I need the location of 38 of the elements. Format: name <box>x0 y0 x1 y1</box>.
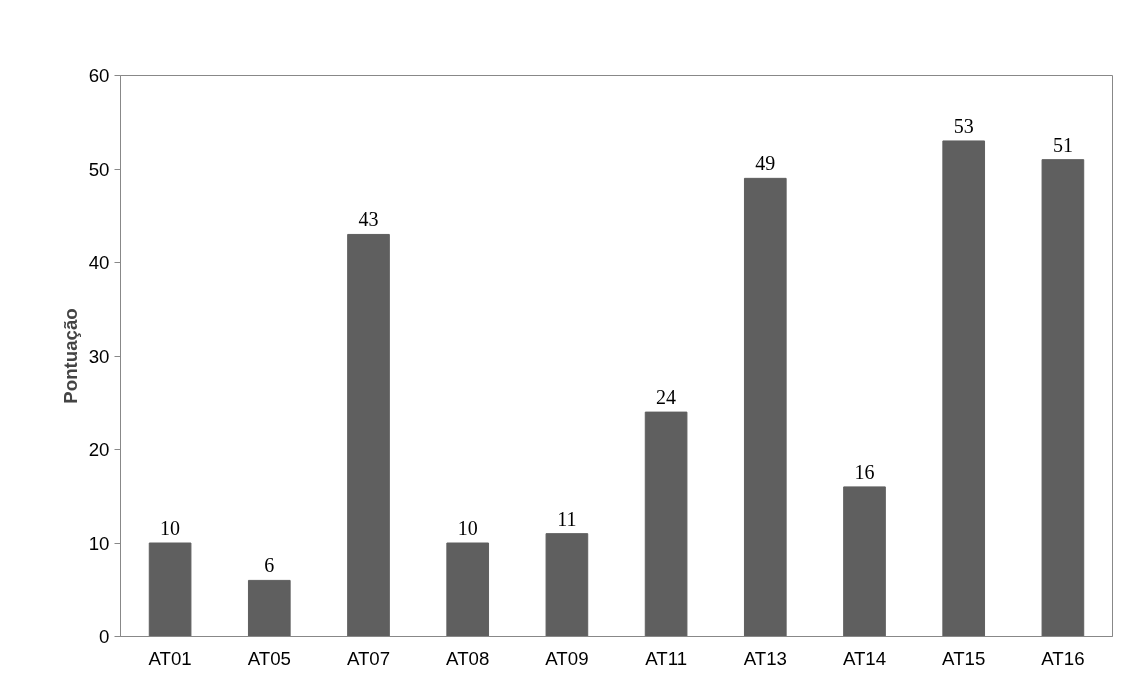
bar <box>347 233 390 637</box>
data-label: 16 <box>854 460 875 483</box>
bar <box>247 579 291 637</box>
bar <box>942 140 986 637</box>
x-tick-label: AT09 <box>545 647 589 669</box>
x-tick-label: AT15 <box>942 647 986 669</box>
bar <box>446 542 490 637</box>
y-axis-title: Pontuação <box>59 308 81 404</box>
y-tick-label: 50 <box>88 158 110 180</box>
bar <box>843 486 886 637</box>
data-label: 43 <box>358 208 379 231</box>
y-tick-label: 10 <box>88 532 110 554</box>
data-label: 53 <box>953 114 974 137</box>
x-tick-label: AT01 <box>148 647 192 669</box>
data-label: 24 <box>656 386 677 409</box>
data-label: 11 <box>557 507 577 530</box>
data-label: 51 <box>1052 133 1073 156</box>
data-label: 10 <box>160 517 181 539</box>
bar <box>743 177 787 637</box>
bar <box>545 533 589 637</box>
x-tick-label: AT05 <box>247 647 291 669</box>
y-tick-label: 0 <box>99 626 110 647</box>
data-label: 6 <box>264 554 275 577</box>
bar <box>148 542 192 637</box>
data-label: 10 <box>457 517 478 539</box>
y-tick-label: 30 <box>88 345 110 367</box>
y-tick-label: 60 <box>88 65 110 86</box>
bar <box>644 411 688 637</box>
x-tick-label: AT13 <box>743 647 787 669</box>
x-tick-label: AT08 <box>446 647 490 669</box>
bar <box>1041 159 1085 637</box>
y-tick-label: 40 <box>88 252 110 273</box>
x-tick-label: AT11 <box>645 647 688 669</box>
x-tick-label: AT16 <box>1041 647 1085 669</box>
data-label: 49 <box>755 152 776 175</box>
y-tick-label: 20 <box>88 439 110 460</box>
x-tick-label: AT14 <box>842 647 887 669</box>
x-tick-label: AT07 <box>346 647 391 669</box>
